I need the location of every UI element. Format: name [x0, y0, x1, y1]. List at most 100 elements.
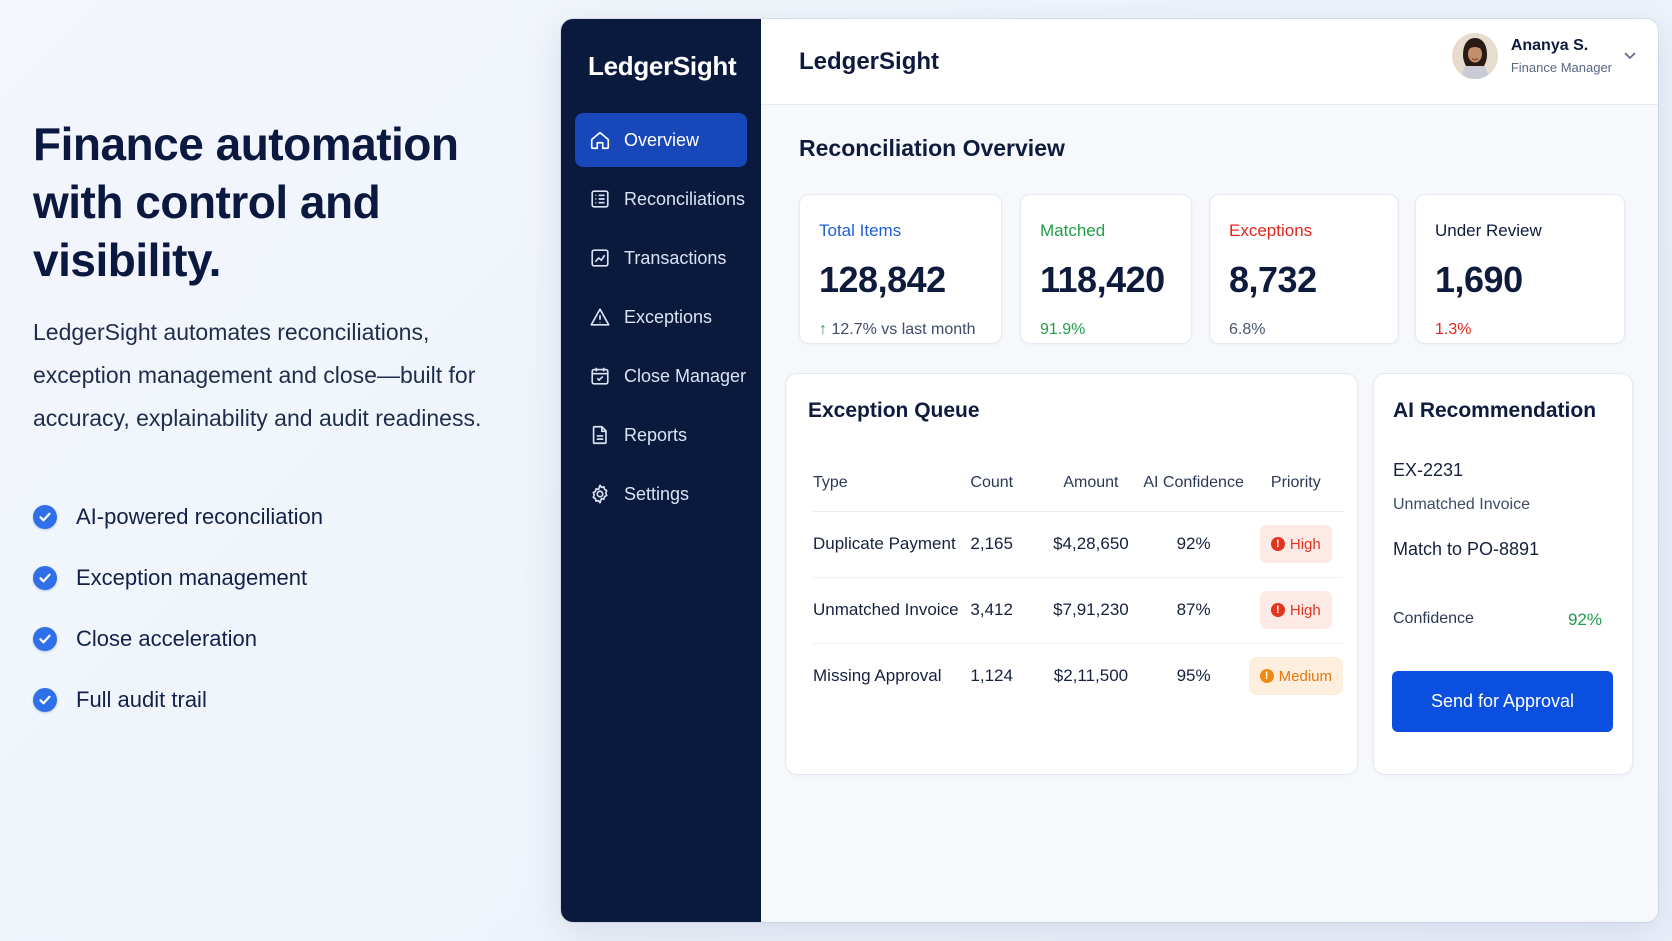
- column-header-type[interactable]: Type: [813, 456, 971, 512]
- user-menu[interactable]: Ananya S. Finance Manager: [1451, 33, 1636, 79]
- check-icon: [33, 504, 57, 529]
- column-header-ai-confidence[interactable]: AI Confidence: [1138, 456, 1249, 512]
- ai-recommendation-card: AI Recommendation EX-2231 Unmatched Invo…: [1373, 373, 1633, 775]
- stat-value: 128,842: [819, 259, 946, 300]
- sidebar-item-label: Close Manager: [624, 365, 747, 386]
- stat-card-total-items[interactable]: Total Items 128,842 ↑ 12.7% vs last mont…: [799, 194, 1002, 344]
- hero-description: LedgerSight automates reconciliations, e…: [33, 319, 482, 431]
- stat-sub: 1.3%: [1435, 321, 1472, 338]
- cell-confidence: 95%: [1176, 666, 1211, 686]
- priority-label: High: [1289, 535, 1321, 553]
- topbar-title: LedgerSight: [799, 47, 940, 75]
- gear-icon: [589, 483, 611, 505]
- sidebar-item-label: Settings: [624, 483, 690, 504]
- page-title: Reconciliation Overview: [799, 135, 1065, 161]
- sidebar-nav: Overview Reconciliations Transactions Ex…: [561, 113, 761, 521]
- priority-label: Medium: [1278, 667, 1332, 685]
- list-icon: [589, 188, 611, 210]
- table-row[interactable]: Unmatched Invoice 3,412 $7,91,230 87% ! …: [813, 577, 1343, 644]
- stat-value: 118,420: [1040, 259, 1165, 300]
- sidebar-brand: LedgerSight: [588, 51, 737, 81]
- recommendation-action: Match to PO-8891: [1393, 539, 1540, 559]
- confidence-row: Confidence 92%: [1393, 610, 1602, 630]
- sidebar-item-overview[interactable]: Overview: [575, 113, 747, 167]
- stat-sub: 6.8%: [1229, 321, 1266, 338]
- stat-card-matched[interactable]: Matched 118,420 91.9%: [1020, 194, 1192, 344]
- alert-icon: !: [1270, 603, 1285, 617]
- stat-card-under-review[interactable]: Under Review 1,690 1.3%: [1415, 194, 1625, 344]
- document-icon: [589, 424, 611, 446]
- feature-list: AI-powered reconciliation Exception mana…: [33, 486, 533, 730]
- recommendation-id: EX-2231: [1393, 460, 1464, 480]
- exception-queue-title: Exception Queue: [808, 399, 980, 422]
- sidebar-item-label: Reports: [624, 424, 688, 445]
- stat-label: Matched: [1040, 221, 1106, 240]
- sidebar-item-exceptions[interactable]: Exceptions: [575, 290, 747, 344]
- stat-label: Exceptions: [1229, 221, 1313, 240]
- confidence-value: 92%: [1567, 610, 1602, 629]
- priority-badge: ! High: [1259, 525, 1332, 563]
- feature-label: Exception management: [76, 564, 308, 590]
- column-header-count[interactable]: Count: [970, 456, 1044, 512]
- feature-item: Full audit trail: [33, 669, 533, 730]
- stat-value: 8,732: [1229, 259, 1317, 300]
- priority-label: High: [1289, 601, 1321, 619]
- cell-confidence: 87%: [1138, 577, 1249, 644]
- check-icon: [33, 687, 57, 712]
- sidebar: LedgerSight Overview Reconciliations Tra…: [561, 19, 761, 922]
- column-header-amount[interactable]: Amount: [1043, 456, 1139, 512]
- column-header-priority[interactable]: Priority: [1248, 456, 1343, 512]
- feature-item: AI-powered reconciliation: [33, 486, 533, 547]
- sidebar-item-label: Overview: [624, 129, 700, 150]
- calendar-icon: [589, 365, 611, 387]
- chevron-down-icon[interactable]: [1624, 47, 1636, 65]
- sidebar-item-close-manager[interactable]: Close Manager: [575, 349, 747, 403]
- stat-trend: ↑ 12.7% vs last month: [819, 321, 1001, 339]
- feature-label: AI-powered reconciliation: [76, 503, 324, 529]
- stat-label: Under Review: [1435, 221, 1542, 240]
- topbar: LedgerSight Ananya S. Finance Manager: [761, 19, 1658, 105]
- send-for-approval-button[interactable]: Send for Approval: [1392, 671, 1613, 732]
- sidebar-item-transactions[interactable]: Transactions: [575, 231, 747, 285]
- cell-count: 3,412: [970, 577, 1044, 644]
- home-icon: [589, 129, 611, 151]
- main-content: Reconciliation Overview Total Items 128,…: [761, 105, 1658, 922]
- cell-amount: $4,28,650: [1043, 511, 1139, 578]
- sidebar-item-settings[interactable]: Settings: [575, 467, 747, 521]
- feature-label: Full audit trail: [76, 686, 207, 712]
- app-window: LedgerSight Overview Reconciliations Tra…: [561, 19, 1658, 922]
- chart-icon: [589, 247, 611, 269]
- feature-label: Close acceleration: [76, 625, 257, 651]
- sidebar-item-reports[interactable]: Reports: [575, 408, 747, 462]
- cell-count: 2,165: [970, 511, 1044, 578]
- avatar: [1451, 33, 1498, 79]
- table-row[interactable]: Duplicate Payment 2,165 $4,28,650 92% ! …: [813, 511, 1343, 578]
- sidebar-item-label: Reconciliations: [624, 188, 746, 209]
- stat-label: Total Items: [819, 221, 902, 240]
- priority-badge: ! Medium: [1248, 657, 1343, 696]
- alert-icon: !: [1259, 669, 1274, 684]
- stat-card-exceptions[interactable]: Exceptions 8,732 6.8%: [1209, 194, 1399, 344]
- hero-section: Finance automation with control and visi…: [33, 115, 533, 730]
- check-icon: [33, 626, 57, 651]
- exception-table: Type Count Amount AI Confidence Priority…: [813, 456, 1343, 709]
- alert-icon: !: [1270, 537, 1285, 551]
- cell-amount: $2,11,500: [1053, 666, 1129, 686]
- cell-type: Unmatched Invoice: [813, 577, 971, 644]
- sidebar-item-reconciliations[interactable]: Reconciliations: [575, 172, 747, 226]
- stat-sub: 91.9%: [1040, 321, 1086, 338]
- main-area: LedgerSight Ananya S. Finance Manager: [761, 19, 1658, 922]
- warning-icon: [589, 306, 611, 328]
- feature-item: Exception management: [33, 547, 533, 608]
- recommendation-type: Unmatched Invoice: [1393, 496, 1530, 513]
- ai-recommendation-title: AI Recommendation: [1393, 399, 1597, 422]
- cell-confidence: 92%: [1138, 511, 1249, 578]
- arrow-up-icon: ↑: [819, 321, 827, 338]
- stat-trend-text: 12.7% vs last month: [831, 321, 976, 338]
- cell-amount: $7,91,230: [1043, 577, 1139, 644]
- table-row[interactable]: Missing Approval 1,124 $2,11,500 95% ! M…: [813, 643, 1343, 709]
- confidence-label: Confidence: [1393, 610, 1474, 627]
- check-icon: [33, 565, 57, 590]
- sidebar-item-label: Transactions: [624, 247, 727, 268]
- user-info: Ananya S. Finance Manager: [1511, 37, 1612, 75]
